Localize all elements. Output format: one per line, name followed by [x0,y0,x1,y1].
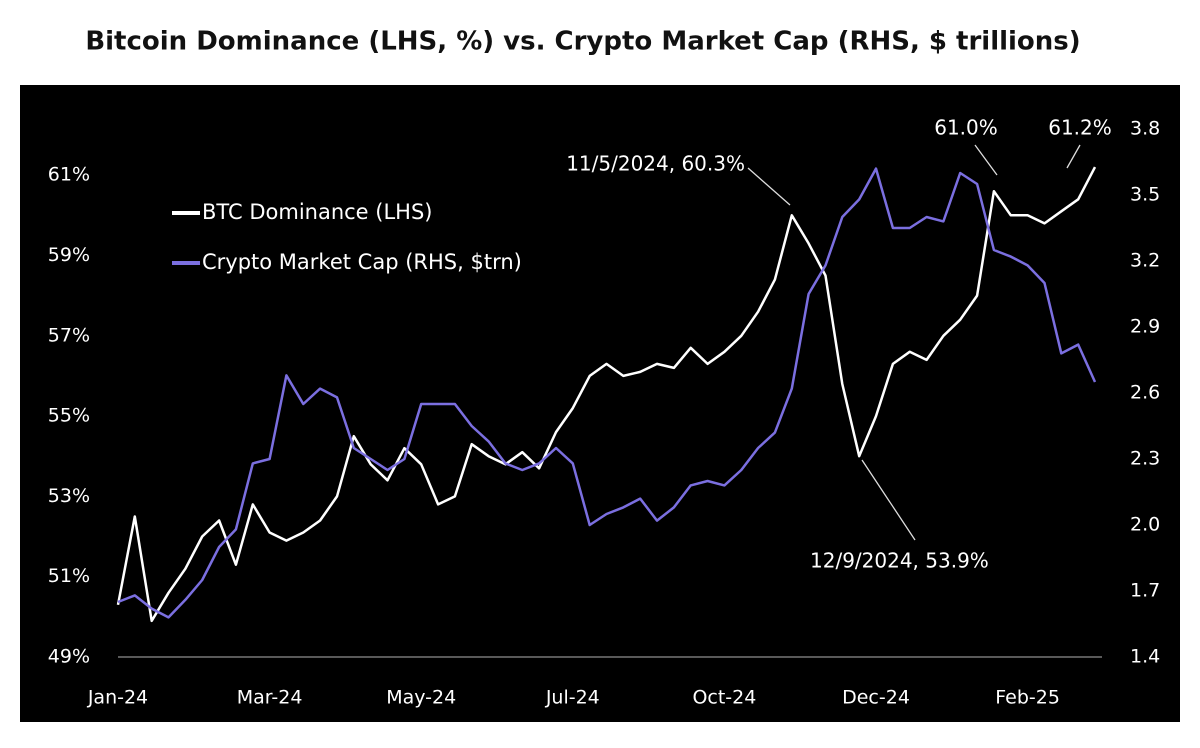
y2-tick-label: 1.7 [1130,580,1160,602]
y-tick-label: 57% [48,324,90,346]
y2-tick-label: 1.4 [1130,646,1160,668]
plot-background [20,85,1180,722]
y2-tick-label: 2.3 [1130,448,1160,470]
y-tick-label: 53% [48,485,90,507]
x-tick-label: Feb-25 [995,687,1060,709]
x-tick-label: Jan-24 [87,687,148,709]
annotation: 61.0% [934,116,998,140]
annotation-leader [974,144,998,176]
y-tick-label: 59% [48,244,90,266]
y2-tick-label: 3.5 [1130,184,1160,206]
x-tick-label: Oct-24 [692,687,756,709]
series-line [117,167,1097,619]
annotation-leader [747,167,791,206]
chart-title: Bitcoin Dominance (LHS, %) vs. Crypto Ma… [85,27,1080,57]
x-tick-label: Mar-24 [237,687,303,709]
y2-tick-label: 2.0 [1130,514,1160,536]
y2-tick-label: 3.8 [1130,118,1160,140]
annotation-leader [861,459,916,541]
x-tick-label: Dec-24 [842,687,910,709]
annotation: 61.2% [1048,116,1112,140]
legend-label: Crypto Market Cap (RHS, $trn) [202,250,522,274]
annotation-leader [1066,144,1081,169]
y2-tick-label: 2.6 [1130,382,1160,404]
y-tick-label: 61% [48,164,90,186]
x-tick-label: May-24 [386,687,456,709]
y2-tick-label: 2.9 [1130,316,1160,338]
legend-label: BTC Dominance (LHS) [202,200,433,224]
annotation: 12/9/2024, 53.9% [810,549,989,573]
x-tick-label: Jul-24 [545,687,600,709]
y-tick-label: 51% [48,565,90,587]
series-line [116,166,1097,623]
y2-tick-label: 3.2 [1130,250,1160,272]
annotation: 11/5/2024, 60.3% [566,152,745,176]
y-tick-label: 55% [48,405,90,427]
y-tick-label: 49% [48,646,90,668]
